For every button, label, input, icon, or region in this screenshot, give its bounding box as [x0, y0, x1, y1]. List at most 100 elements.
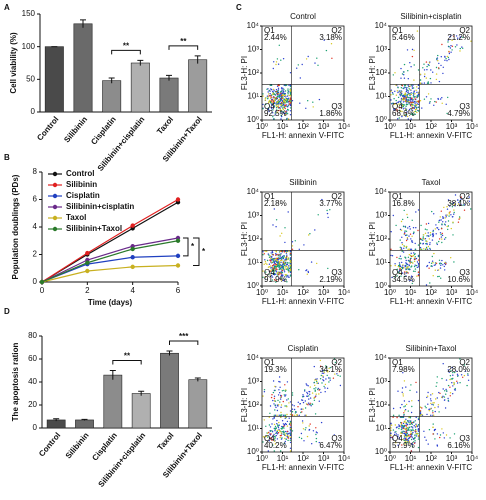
event-dot — [304, 407, 307, 409]
y-tick-label: 10⁰ — [247, 447, 259, 456]
event-dot — [435, 73, 438, 75]
event-dot — [406, 111, 408, 113]
event-dot — [395, 427, 398, 429]
event-dot — [416, 86, 418, 88]
event-dot — [402, 218, 404, 221]
event-dot — [402, 432, 404, 434]
event-dot — [421, 413, 423, 416]
event-dot — [285, 268, 288, 270]
event-dot — [287, 104, 290, 107]
event-dot — [440, 233, 442, 236]
event-dot — [313, 399, 316, 401]
event-dot — [410, 426, 412, 428]
plot-title: Silibinin+Taxol — [406, 344, 457, 353]
event-dot — [417, 429, 419, 431]
event-dot — [289, 254, 292, 256]
y-tick-label: 150 — [22, 9, 36, 18]
event-dot — [447, 397, 449, 400]
event-dot — [272, 267, 274, 270]
event-dot — [440, 210, 442, 212]
legend-label: Control — [66, 169, 94, 178]
event-dot — [270, 84, 273, 87]
event-dot — [275, 258, 277, 260]
event-dot — [276, 105, 278, 108]
event-dot — [293, 405, 295, 407]
event-dot — [313, 365, 315, 368]
x-tick-label: 10⁴ — [466, 288, 479, 297]
event-dot — [394, 424, 396, 426]
event-dot — [427, 245, 430, 248]
event-dot — [432, 410, 434, 412]
event-dot — [278, 421, 280, 424]
event-dot — [308, 398, 310, 400]
event-dot — [398, 103, 400, 105]
event-dot — [399, 425, 402, 428]
event-dot — [412, 98, 414, 101]
event-dot — [405, 438, 408, 441]
event-dot — [281, 87, 283, 89]
event-dot — [287, 106, 289, 108]
event-dot — [275, 90, 278, 93]
event-dot — [415, 89, 417, 92]
event-dot — [434, 406, 436, 409]
event-dot — [409, 99, 411, 101]
event-dot — [289, 72, 292, 74]
event-dot — [289, 274, 292, 277]
quadrant-value: 57.9% — [392, 441, 415, 450]
event-dot — [314, 62, 316, 64]
event-dot — [402, 225, 405, 227]
event-dot — [274, 385, 276, 388]
y-axis-label: FL3-H: PI — [368, 56, 377, 90]
event-dot — [283, 98, 285, 100]
event-dot — [434, 228, 436, 230]
event-dot — [441, 223, 443, 225]
event-dot — [425, 284, 428, 286]
event-dot — [272, 112, 274, 114]
event-dot — [404, 405, 406, 407]
event-dot — [273, 118, 275, 120]
event-dot — [280, 434, 282, 437]
event-dot — [306, 273, 308, 275]
event-dot — [287, 269, 290, 271]
series-marker — [175, 263, 181, 268]
event-dot — [410, 432, 412, 434]
event-dot — [291, 414, 294, 416]
event-dot — [401, 73, 404, 75]
event-dot — [305, 269, 307, 272]
event-dot — [280, 115, 283, 118]
significance-label: *** — [179, 332, 189, 341]
event-dot — [297, 401, 299, 403]
event-dot — [413, 111, 416, 113]
event-dot — [404, 96, 406, 98]
event-dot — [399, 95, 402, 97]
event-dot — [283, 427, 285, 429]
event-dot — [337, 374, 339, 377]
event-dot — [322, 379, 324, 381]
plot-title: Taxol — [422, 178, 441, 187]
event-dot — [286, 101, 288, 103]
event-dot — [305, 107, 307, 110]
event-dot — [411, 86, 413, 88]
event-dot — [274, 430, 276, 432]
event-dot — [425, 246, 428, 249]
event-dot — [454, 205, 456, 207]
event-dot — [394, 276, 396, 278]
event-dot — [284, 433, 286, 435]
quadrant-value: 16.8% — [392, 199, 415, 208]
event-dot — [305, 403, 308, 405]
event-dot — [289, 269, 292, 271]
y-tick-label: 80 — [28, 331, 37, 340]
event-dot — [279, 254, 281, 256]
event-dot — [405, 429, 408, 431]
event-dot — [275, 254, 277, 256]
event-dot — [442, 264, 444, 266]
event-dot — [412, 101, 414, 104]
bar — [102, 80, 122, 113]
event-dot — [436, 242, 438, 244]
event-dot — [400, 428, 403, 431]
event-dot — [280, 106, 282, 108]
event-dot — [394, 263, 396, 265]
event-dot — [407, 428, 409, 430]
quadrant-name: Q4 — [264, 102, 275, 111]
event-dot — [429, 232, 432, 234]
